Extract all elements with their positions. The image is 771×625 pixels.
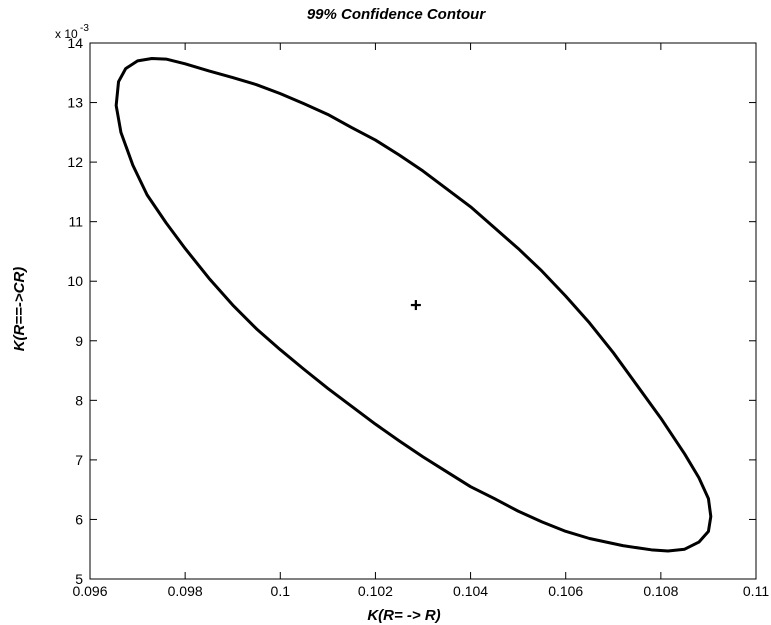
y-multiplier-exponent: -3 xyxy=(80,23,89,34)
series-layer xyxy=(114,56,713,553)
x-tick-label: 0.1 xyxy=(271,583,291,599)
y-tick-label: 11 xyxy=(68,214,83,230)
y-multiplier-base: x 10 xyxy=(55,27,78,41)
x-tick-label: 0.102 xyxy=(358,583,393,599)
y-tick-label: 9 xyxy=(75,333,83,349)
y-tick-label: 8 xyxy=(75,392,83,408)
confidence-contour-line xyxy=(114,56,713,553)
y-axis-multiplier: x 10 -3 xyxy=(55,23,89,41)
x-axis: 0.096 0.098 0.1 0.102 0.104 0.106 0.108 0.11 xyxy=(72,43,769,599)
y-axis-title: K(R==->CR) xyxy=(11,267,28,352)
x-tick-label: 0.11 xyxy=(743,583,769,599)
y-tick-label: 14 xyxy=(67,35,83,51)
y-tick-label: 7 xyxy=(75,452,83,468)
y-tick-label: 12 xyxy=(67,154,83,170)
x-tick-label: 0.098 xyxy=(168,583,203,599)
y-tick-label: 10 xyxy=(67,273,83,289)
x-tick-label: 0.106 xyxy=(548,583,583,599)
x-tick-label: 0.096 xyxy=(72,583,107,599)
y-tick-label: 6 xyxy=(75,511,83,527)
y-tick-label: 13 xyxy=(67,95,83,111)
y-tick-label: 5 xyxy=(75,571,83,587)
x-tick-label: 0.104 xyxy=(453,583,488,599)
estimate-plus-marker xyxy=(410,300,421,311)
x-axis-title: K(R= -> R) xyxy=(367,607,440,624)
y-axis: 5 6 7 8 9 10 11 12 13 14 xyxy=(67,35,756,587)
x-tick-label: 0.108 xyxy=(643,583,678,599)
chart-title: 99% Confidence Contour xyxy=(307,6,487,23)
plot-area-frame xyxy=(89,42,757,580)
